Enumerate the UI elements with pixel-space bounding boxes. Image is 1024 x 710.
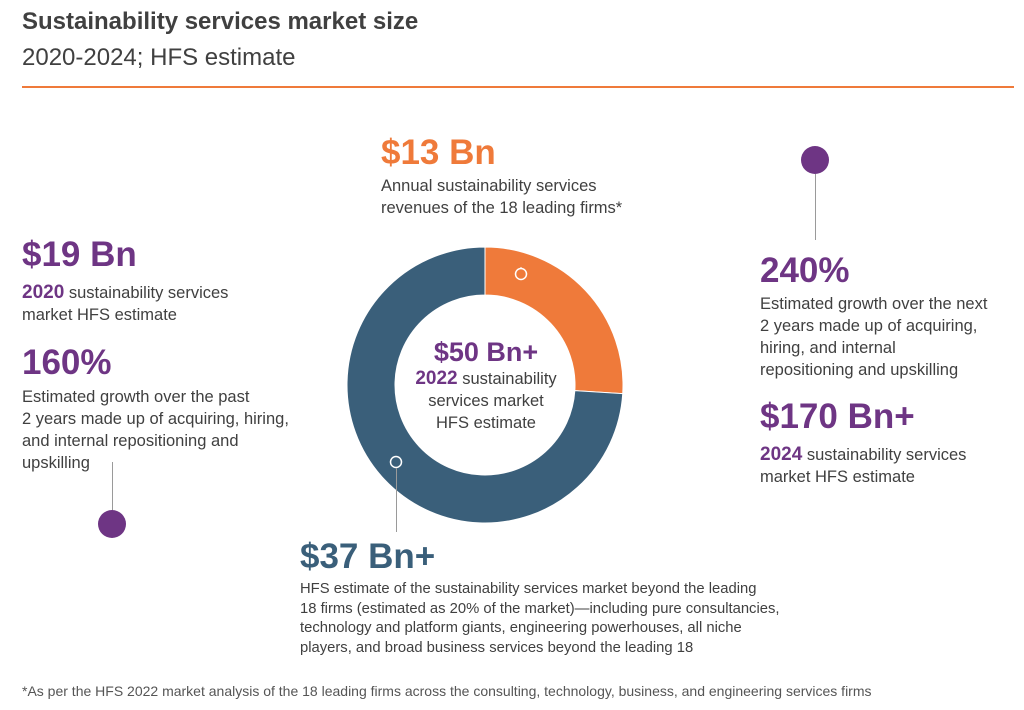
market-2024-year: 2024 xyxy=(760,444,803,465)
header-divider xyxy=(22,86,1014,88)
segment-beyond-firms xyxy=(346,246,624,524)
growth-next-desc: Estimated growth over the next 2 years m… xyxy=(760,293,987,381)
market-2020-line1: sustainability services xyxy=(64,284,229,302)
growth-past-desc: Estimated growth over the past 2 years m… xyxy=(22,386,289,474)
growth-past-line2: 2 years made up of acquiring, hiring, xyxy=(22,410,289,428)
leading-firms-value: $13 Bn xyxy=(381,133,496,172)
market-2024-value: $170 Bn+ xyxy=(760,397,915,436)
growth-past-marker xyxy=(98,510,126,538)
footnote: *As per the HFS 2022 market analysis of … xyxy=(22,683,872,699)
page-subtitle: 2020-2024; HFS estimate xyxy=(22,44,296,71)
growth-next-connector xyxy=(815,174,816,240)
growth-next-line3: hiring, and internal xyxy=(760,339,896,357)
growth-past-connector xyxy=(112,462,113,512)
growth-past-value: 160% xyxy=(22,343,112,382)
marker-leading-firms xyxy=(514,267,528,281)
donut-chart xyxy=(346,246,624,524)
center-year: 2022 xyxy=(415,368,458,389)
marker-beyond-firms xyxy=(389,455,403,469)
beyond-firms-value: $37 Bn+ xyxy=(300,537,436,576)
growth-next-line4: repositioning and upskilling xyxy=(760,361,959,379)
growth-past-line1: Estimated growth over the past xyxy=(22,388,250,406)
beyond-firms-line2: 18 firms (estimated as 20% of the market… xyxy=(300,600,780,617)
connector-beyond-firms xyxy=(396,468,397,532)
market-2020-line2: market HFS estimate xyxy=(22,306,177,324)
beyond-firms-line1: HFS estimate of the sustainability servi… xyxy=(300,581,757,597)
market-2020-desc: 2020 sustainability services market HFS … xyxy=(22,282,228,326)
beyond-firms-desc: HFS estimate of the sustainability servi… xyxy=(300,580,779,658)
page-title: Sustainability services market size xyxy=(22,8,419,35)
growth-past-line4: upskilling xyxy=(22,454,90,472)
market-2024-desc: 2024 sustainability services market HFS … xyxy=(760,444,966,488)
beyond-firms-line3: technology and platform giants, engineer… xyxy=(300,620,742,636)
center-value: $50 Bn+ xyxy=(433,337,539,367)
segment-leading-firms xyxy=(484,246,624,395)
growth-next-value: 240% xyxy=(760,251,850,290)
leading-firms-line2: revenues of the 18 leading firms* xyxy=(381,199,623,217)
market-2024-line2: market HFS estimate xyxy=(760,468,915,486)
growth-next-marker xyxy=(801,146,829,174)
growth-past-line3: and internal repositioning and xyxy=(22,432,239,450)
center-label-line1: sustainability xyxy=(457,370,557,388)
donut-center-label: $50 Bn+ 2022 sustainability services mar… xyxy=(396,336,576,434)
growth-next-line1: Estimated growth over the next xyxy=(760,295,988,313)
market-2024-line1: sustainability services xyxy=(802,446,967,464)
growth-next-line2: 2 years made up of acquiring, xyxy=(760,317,978,335)
market-2020-year: 2020 xyxy=(22,282,65,303)
center-label-line3: HFS estimate xyxy=(436,414,536,432)
beyond-firms-line4: players, and broad business services bey… xyxy=(300,639,694,656)
center-label-line2: services market xyxy=(428,392,544,410)
leading-firms-line1: Annual sustainability services xyxy=(381,177,597,195)
market-2020-value: $19 Bn xyxy=(22,235,137,274)
leading-firms-desc: Annual sustainability services revenues … xyxy=(381,175,622,219)
